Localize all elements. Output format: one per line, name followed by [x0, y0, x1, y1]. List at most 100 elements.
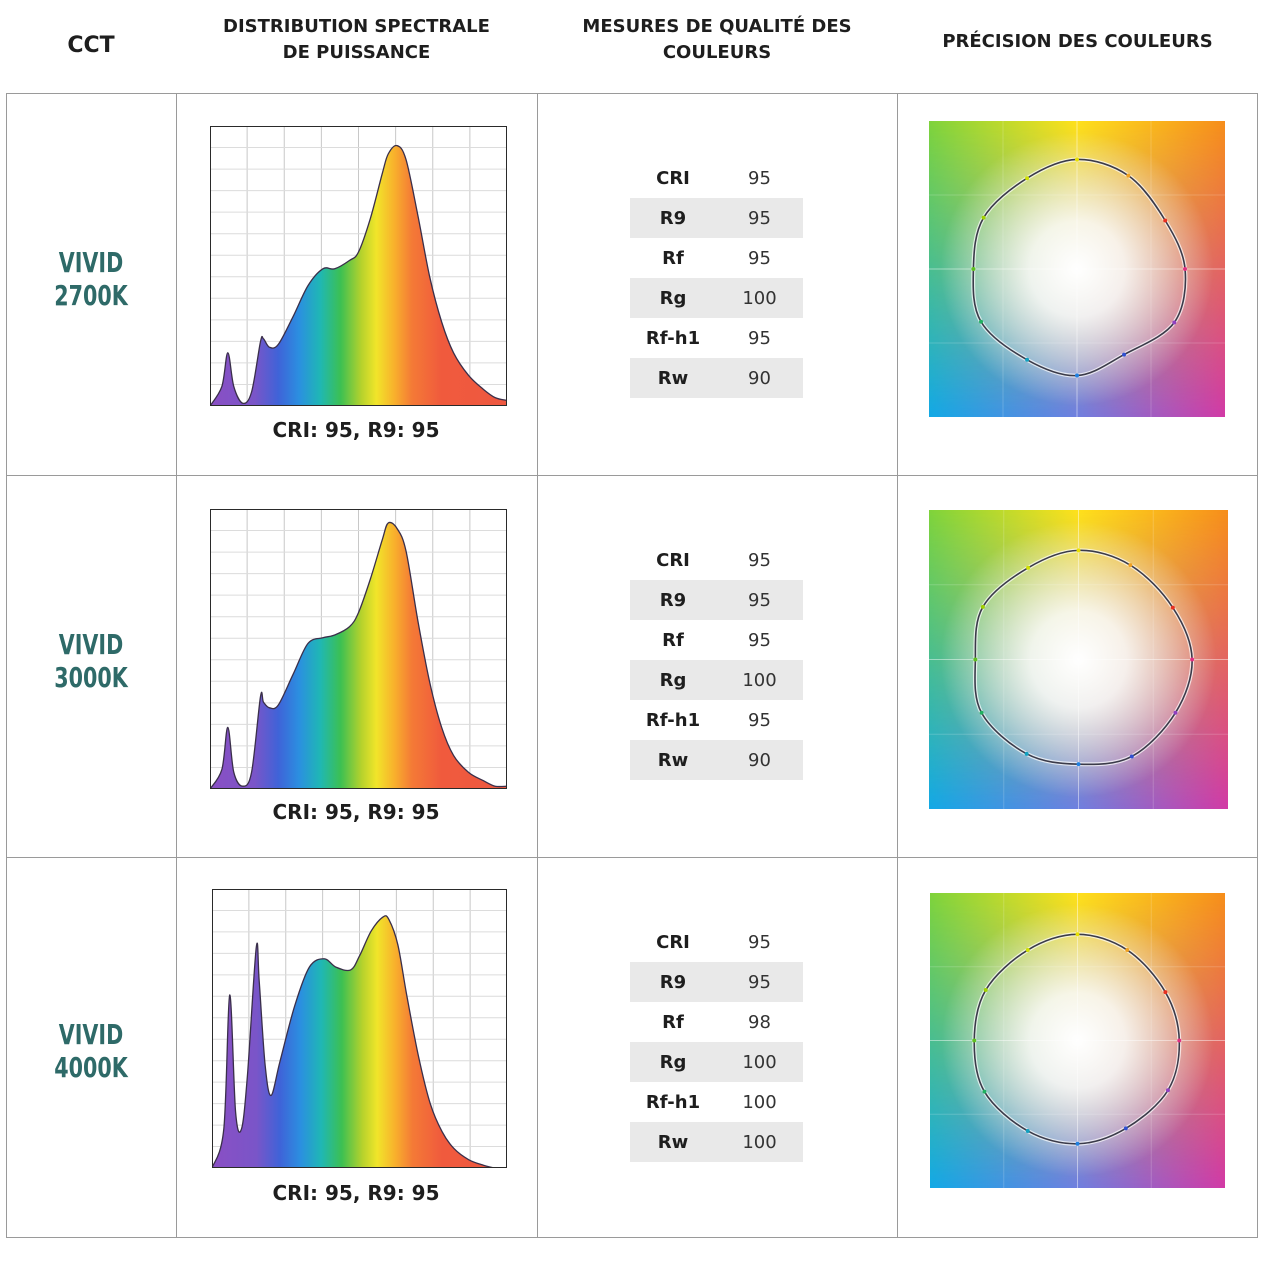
metric-name: Rw: [657, 367, 689, 389]
metric-value: 100: [742, 1091, 777, 1113]
spd-caption: CRI: 95, R9: 95: [272, 1181, 440, 1205]
gamut-hue-marker: [973, 657, 978, 662]
spd-area: [210, 145, 507, 406]
spd-area: [212, 915, 507, 1168]
metric-name: Rf-h1: [645, 1091, 701, 1113]
metric-row: Rf 95: [630, 620, 803, 660]
spd-svg: [210, 509, 507, 789]
spd-svg: [210, 126, 507, 406]
gamut-hue-marker: [1163, 218, 1168, 223]
gamut-hue-marker: [982, 1089, 987, 1094]
metric-value: 95: [748, 247, 771, 269]
metric-name: Rf-h1: [645, 327, 701, 349]
metric-row: Rf-h1 95: [630, 318, 803, 358]
metric-row: CRI 95: [630, 922, 803, 962]
metric-value: 95: [748, 971, 771, 993]
gamut-hue-marker: [1128, 563, 1133, 568]
column-header-accuracy: PRÉCISION DES COULEURS: [942, 31, 1213, 52]
gamut-hue-marker: [1075, 1141, 1080, 1146]
metric-value: 100: [742, 669, 777, 691]
metric-name: Rw: [657, 1131, 689, 1153]
cct-label-line1: VIVID: [58, 1018, 124, 1051]
metric-value: 100: [742, 1131, 777, 1153]
metric-name: CRI: [656, 931, 690, 953]
spd-line: [210, 144, 507, 406]
gamut-hue-marker: [980, 604, 985, 609]
gamut-hue-marker: [1076, 548, 1081, 553]
metric-value: 95: [748, 931, 771, 953]
metric-value: 95: [748, 709, 771, 731]
gamut-hue-marker: [1172, 320, 1177, 325]
metric-row: Rw 100: [630, 1122, 803, 1162]
cct-label: VIVID 3000K: [21, 628, 160, 694]
gamut-hue-marker: [1026, 565, 1031, 570]
gamut-hue-marker: [979, 710, 984, 715]
metric-row: Rf 98: [630, 1002, 803, 1042]
gamut-hue-marker: [1024, 751, 1029, 756]
gamut-hue-marker: [1183, 267, 1188, 271]
gamut-hue-marker: [1125, 948, 1130, 953]
color-gamut-chart: [929, 121, 1225, 417]
metric-name: R9: [659, 971, 687, 993]
color-gamut-chart: [930, 893, 1225, 1188]
gamut-hue-marker: [971, 267, 976, 271]
column-divider: [176, 93, 177, 1238]
metric-value: 90: [748, 749, 771, 771]
cct-label-line2: 2700K: [54, 279, 128, 312]
spd-caption: CRI: 95, R9: 95: [272, 800, 440, 824]
gamut-hue-marker: [1129, 754, 1134, 759]
gamut-svg: [929, 121, 1225, 417]
gamut-hue-marker: [1075, 932, 1080, 937]
spd-chart: [210, 126, 507, 406]
metric-row: Rf-h1 100: [630, 1082, 803, 1122]
gamut-hue-marker: [1170, 605, 1175, 610]
metric-name: Rg: [659, 1051, 687, 1073]
cct-label-line2: 4000K: [54, 1051, 128, 1084]
metrics-table: CRI 95 R9 95 Rf 95 Rg 100 Rf-h1 95 Rw 90: [630, 540, 803, 780]
spd-area: [210, 522, 507, 789]
gamut-hue-marker: [1123, 1126, 1128, 1131]
spd-svg: [212, 889, 507, 1168]
spd-line: [210, 521, 507, 789]
cct-label-line1: VIVID: [58, 246, 124, 279]
gamut-hue-marker: [1173, 710, 1178, 715]
metric-value: 100: [742, 1051, 777, 1073]
spd-caption: CRI: 95, R9: 95: [272, 418, 440, 442]
metric-name: R9: [659, 207, 687, 229]
metric-row: Rg 100: [630, 660, 803, 700]
gamut-hue-marker: [1025, 1128, 1030, 1133]
cct-label-line1: VIVID: [58, 628, 124, 661]
metric-row: R9 95: [630, 580, 803, 620]
metric-name: R9: [659, 589, 687, 611]
metric-row: CRI 95: [630, 158, 803, 198]
gamut-hue-marker: [983, 988, 988, 993]
metrics-table: CRI 95 R9 95 Rf 98 Rg 100 Rf-h1 100 Rw 100: [630, 922, 803, 1162]
gamut-svg: [929, 510, 1228, 809]
metric-row: Rw 90: [630, 740, 803, 780]
metric-value: 95: [748, 549, 771, 571]
gamut-hue-marker: [1075, 373, 1079, 378]
spd-chart: [212, 889, 507, 1168]
metric-value: 95: [748, 629, 771, 651]
cct-label-line2: 3000K: [54, 661, 128, 694]
column-header-spd: DISTRIBUTION SPECTRALE DE PUISSANCE: [223, 16, 490, 63]
gamut-hue-marker: [1122, 352, 1127, 357]
metric-value: 98: [748, 1011, 771, 1033]
metric-name: CRI: [656, 549, 690, 571]
gamut-hue-marker: [1126, 173, 1131, 178]
column-header-cct: CCT: [67, 33, 115, 58]
metric-value: 95: [748, 589, 771, 611]
metrics-table: CRI 95 R9 95 Rf 95 Rg 100 Rf-h1 95 Rw 90: [630, 158, 803, 398]
color-gamut-chart: [929, 510, 1228, 809]
metric-name: Rf: [662, 1011, 684, 1033]
spd-chart: [210, 509, 507, 789]
metric-row: Rg 100: [630, 1042, 803, 1082]
cct-label: VIVID 4000K: [21, 1018, 160, 1084]
metric-name: Rw: [657, 749, 689, 771]
metric-name: CRI: [656, 167, 690, 189]
gamut-hue-marker: [1025, 948, 1030, 953]
metric-row: Rg 100: [630, 278, 803, 318]
row-divider: [6, 857, 1258, 858]
metric-row: Rf-h1 95: [630, 700, 803, 740]
gamut-hue-marker: [972, 1038, 977, 1043]
